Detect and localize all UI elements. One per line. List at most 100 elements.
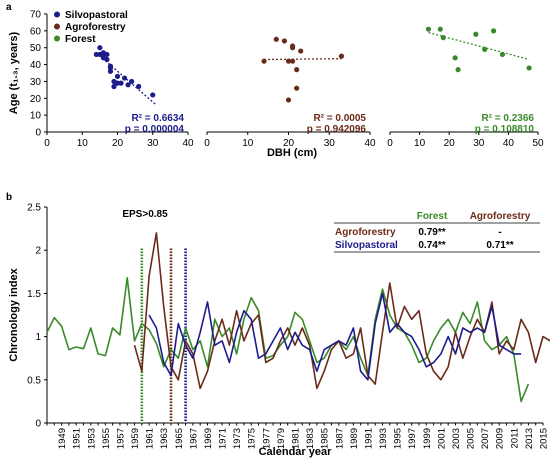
x-tick-label-b: 1983	[305, 428, 316, 449]
x-tick-label-a: 0	[387, 138, 393, 149]
data-point	[281, 38, 288, 44]
y-tick-label-b: 0.5	[27, 375, 41, 386]
x-tick-label-a: 10	[77, 138, 89, 149]
data-point	[125, 82, 131, 88]
data-point	[107, 63, 114, 69]
panel-label-b: b	[6, 192, 12, 203]
x-tick-label-b: 2013	[524, 428, 535, 449]
x-tick-label-b: 1955	[101, 428, 112, 449]
data-point	[499, 51, 506, 58]
x-tick-label-a: 50	[532, 138, 544, 149]
data-point	[285, 97, 292, 103]
series-line	[148, 292, 522, 381]
x-tick-label-b: 1997	[407, 428, 418, 449]
table-row-label: Agroforestry	[335, 227, 396, 238]
data-point	[273, 36, 279, 42]
x-tick-label-a: 30	[473, 138, 485, 149]
x-tick-label-b: 1991	[363, 428, 374, 449]
x-tick-label-a: 20	[112, 138, 124, 149]
data-point	[261, 58, 267, 64]
x-tick-label-b: 1999	[422, 428, 433, 449]
x-tick-label-b: 1953	[86, 428, 97, 449]
x-tick-label-a: 40	[503, 138, 515, 149]
x-tick-label-a: 30	[147, 138, 159, 149]
table-header-agroforestry: Agroforestry	[470, 211, 531, 222]
data-point	[491, 28, 497, 34]
y-tick-label-b: 2	[35, 246, 41, 257]
data-point	[111, 83, 117, 90]
x-tick-label-b: 1971	[218, 428, 229, 449]
y-tick-label-b: 1.5	[27, 289, 41, 300]
y-tick-label-b: 0	[35, 419, 41, 430]
data-point	[473, 31, 479, 37]
x-tick-label-b: 1987	[334, 428, 345, 449]
p-value-label: p = 0.942096	[307, 124, 367, 135]
x-tick-label-b: 2009	[495, 428, 506, 449]
table-cell: -	[498, 227, 501, 238]
x-tick-label-b: 1981	[291, 428, 302, 449]
x-tick-label-a: 10	[242, 138, 254, 149]
table-cell: 0.79**	[418, 227, 445, 238]
x-axis-label-b: Calendar year	[259, 446, 332, 458]
data-point	[289, 58, 296, 64]
x-tick-label-b: 1989	[349, 428, 360, 449]
x-tick-label-b: 1965	[174, 428, 185, 449]
r-squared-label: R² = 0.6634	[131, 113, 184, 124]
x-tick-label-b: 2005	[466, 428, 477, 449]
data-point	[294, 85, 300, 91]
legend-marker	[54, 35, 60, 42]
x-tick-label-b: 1951	[72, 428, 83, 449]
panel-a: a Age (t₁.₃, years) DBH (cm) 0 10 20 30 40 50 60 7…	[6, 2, 544, 159]
x-tick-label-b: 1975	[247, 428, 258, 449]
legend-marker	[54, 11, 60, 18]
y-tick-label-a: 10	[30, 111, 42, 122]
x-tick-label-a: 40	[182, 138, 194, 149]
x-tick-label-b: 2007	[480, 428, 491, 449]
legend-label: Agroforestry	[65, 22, 126, 33]
y-axis-label-a: Age (t₁.₃, years)	[8, 31, 20, 114]
table-cell: 0.74**	[418, 240, 445, 251]
data-point	[136, 83, 142, 90]
x-tick-label-a: 20	[283, 138, 295, 149]
y-tick-label-a: 30	[30, 77, 42, 88]
x-tick-label-b: 1973	[232, 428, 243, 449]
y-tick-label-b: 2.5	[27, 203, 41, 214]
panel-b: b Chronology index Calendar year 0 0.5 1 1.5 2 2…	[6, 192, 550, 458]
data-point	[118, 80, 124, 86]
legend-label: Silvopastoral	[65, 10, 128, 21]
data-point	[121, 75, 128, 81]
y-tick-label-a: 0	[35, 128, 41, 139]
legend-label: Forest	[65, 34, 96, 45]
data-point	[298, 48, 304, 54]
correlation-table: Forest Agroforestry Agroforestry 0.79** - Sil…	[334, 211, 540, 253]
x-tick-label-b: 1993	[378, 428, 389, 449]
data-point	[285, 58, 292, 64]
data-point	[104, 51, 110, 58]
x-tick-label-a: 10	[414, 138, 426, 149]
x-tick-label-b: 2011	[509, 428, 520, 448]
series-line	[46, 276, 530, 403]
p-value-label: p = 0.108810	[475, 124, 535, 135]
data-point	[104, 56, 110, 63]
data-point	[97, 45, 103, 51]
x-axis-label-a: DBH (cm)	[267, 147, 317, 159]
x-tick-label-b: 1969	[203, 428, 214, 449]
data-point	[526, 65, 532, 71]
x-tick-label-b: 1957	[115, 428, 126, 449]
panel-label-a: a	[6, 2, 12, 13]
y-tick-label-a: 60	[30, 26, 42, 37]
data-point	[294, 67, 300, 73]
data-point	[482, 46, 488, 53]
y-tick-label-a: 20	[30, 94, 42, 105]
x-tick-label-b: 1977	[261, 428, 272, 449]
p-value-label: p = 0.000004	[125, 124, 185, 135]
y-tick-label-a: 50	[30, 43, 42, 54]
x-tick-label-b: 1967	[188, 428, 199, 449]
y-tick-label-a: 70	[30, 10, 42, 21]
x-tick-label-b: 1959	[130, 428, 141, 449]
x-tick-label-b: 1961	[145, 428, 156, 449]
data-point	[455, 67, 461, 73]
x-tick-label-b: 1979	[276, 428, 287, 449]
x-tick-label-b: 2015	[539, 428, 550, 449]
